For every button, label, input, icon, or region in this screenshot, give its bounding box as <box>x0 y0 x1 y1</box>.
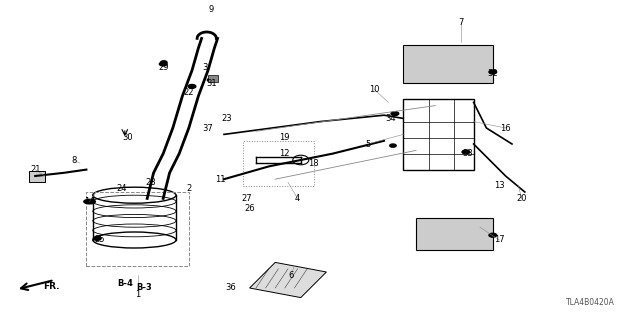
Bar <box>403 45 493 83</box>
Text: 21: 21 <box>30 165 40 174</box>
Text: 37: 37 <box>203 124 213 132</box>
Text: 1: 1 <box>135 290 140 299</box>
Text: 22: 22 <box>184 88 194 97</box>
Bar <box>243 141 314 186</box>
Text: 10: 10 <box>369 85 380 94</box>
Text: 28: 28 <box>145 178 156 187</box>
Text: 31: 31 <box>206 79 216 88</box>
Bar <box>416 218 493 250</box>
Text: 13: 13 <box>494 181 504 190</box>
Text: 7: 7 <box>458 18 463 27</box>
Text: 23: 23 <box>222 114 232 123</box>
Text: 19: 19 <box>280 133 290 142</box>
Text: 29: 29 <box>158 63 168 72</box>
Ellipse shape <box>489 233 497 237</box>
Bar <box>208 75 218 82</box>
Ellipse shape <box>159 62 167 66</box>
Text: 18: 18 <box>308 159 319 168</box>
Text: 25: 25 <box>94 236 104 244</box>
Text: 27: 27 <box>241 194 252 203</box>
Text: 20: 20 <box>516 194 527 203</box>
Ellipse shape <box>84 199 95 204</box>
Text: 3: 3 <box>202 63 207 72</box>
Text: 33: 33 <box>462 149 472 158</box>
Text: 16: 16 <box>500 124 511 132</box>
Bar <box>29 171 45 182</box>
Text: 11: 11 <box>216 175 226 184</box>
Text: 5: 5 <box>365 140 371 148</box>
Ellipse shape <box>489 70 497 74</box>
Text: 30: 30 <box>123 133 133 142</box>
Polygon shape <box>250 262 326 298</box>
Text: TLA4B0420A: TLA4B0420A <box>566 298 614 307</box>
Ellipse shape <box>462 150 470 154</box>
Text: FR.: FR. <box>44 282 60 291</box>
Text: 4: 4 <box>295 194 300 203</box>
Text: B-3: B-3 <box>136 284 152 292</box>
Ellipse shape <box>161 61 167 64</box>
Text: 17: 17 <box>494 236 504 244</box>
Bar <box>86 192 189 266</box>
Ellipse shape <box>390 144 396 147</box>
Text: 24: 24 <box>116 184 127 193</box>
Text: 32: 32 <box>488 69 498 78</box>
Text: 34: 34 <box>385 114 396 123</box>
Ellipse shape <box>207 78 215 82</box>
Ellipse shape <box>188 84 196 88</box>
Ellipse shape <box>391 112 399 116</box>
Text: 9: 9 <box>209 5 214 14</box>
Text: 6: 6 <box>289 271 294 280</box>
Text: 12: 12 <box>280 149 290 158</box>
Text: 26: 26 <box>244 204 255 212</box>
Text: 8: 8 <box>71 156 76 164</box>
Text: B-4: B-4 <box>117 279 132 288</box>
Text: 14: 14 <box>84 197 95 206</box>
Bar <box>403 99 474 170</box>
Ellipse shape <box>93 236 101 240</box>
Text: 36: 36 <box>225 284 236 292</box>
Text: 2: 2 <box>186 184 191 193</box>
